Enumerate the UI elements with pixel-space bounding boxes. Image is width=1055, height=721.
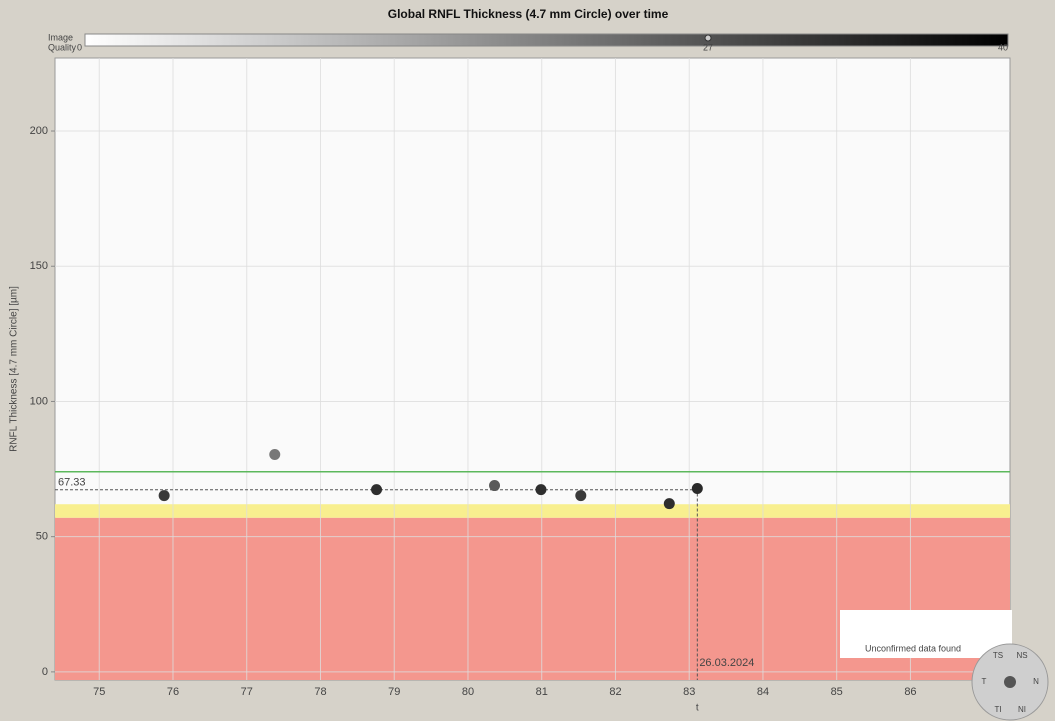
x-tick-label: 82 [609,686,621,698]
compass-label: TS [993,651,1003,660]
x-tick-label: 78 [314,686,326,698]
compass-label: NI [1018,705,1026,714]
date-label: 26.03.2024 [699,657,754,669]
compass-center [1004,676,1016,688]
data-point [535,484,547,496]
y-axis-label: RNFL Thickness [4.7 mm Circle] [µm] [9,286,20,452]
mean-label: 67.33 [58,477,86,489]
compass-label: N [1033,677,1039,686]
y-tick-label: 0 [42,666,48,678]
y-tick-label: 100 [30,395,48,407]
data-point [371,484,383,496]
quality-gradient [84,33,1009,47]
x-tick-label: 75 [93,686,105,698]
x-tick-label: 85 [831,686,843,698]
compass-label: TI [994,705,1001,714]
x-tick-label: 84 [757,686,769,698]
y-tick-label: 50 [36,531,48,543]
x-tick-label: 83 [683,686,695,698]
data-point [691,483,703,495]
x-axis-label: t [696,703,699,714]
y-tick-label: 200 [30,125,48,137]
quality-value: 27 [703,42,713,52]
compass-label: T [982,677,987,686]
quality-label: Image [48,32,73,42]
quality-min: 0 [77,42,82,52]
data-point [575,490,587,502]
data-point [158,490,170,502]
x-tick-label: 79 [388,686,400,698]
x-tick-label: 80 [462,686,474,698]
x-tick-label: 81 [536,686,548,698]
quality-max: 40 [998,42,1008,52]
notice-box [840,610,1012,658]
quality-marker [704,34,712,42]
compass-label: NS [1016,651,1027,660]
quality-label: Quality [48,42,77,52]
data-point [269,448,281,460]
band [55,504,1010,518]
chart-title: Global RNFL Thickness (4.7 mm Circle) ov… [388,7,669,21]
notice: Unconfirmed data found [865,643,961,653]
x-tick-label: 76 [167,686,179,698]
y-tick-label: 150 [30,260,48,272]
x-tick-label: 86 [904,686,916,698]
data-point [663,498,675,510]
data-point [489,480,501,492]
x-tick-label: 77 [241,686,253,698]
